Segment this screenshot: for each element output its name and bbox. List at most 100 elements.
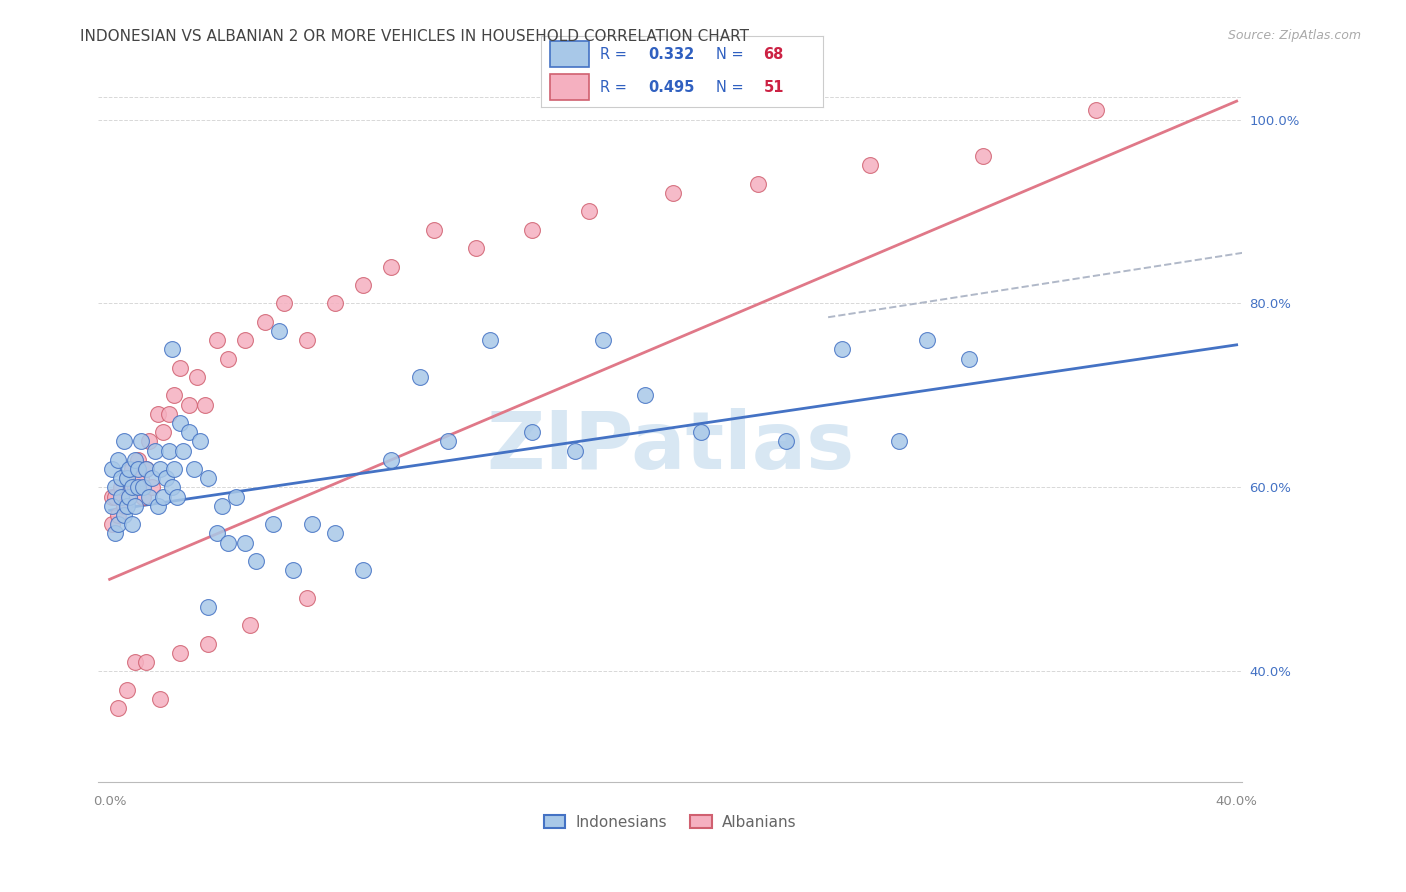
Point: [197, 637, 219, 651]
Point: [522, 425, 544, 440]
Point: [186, 370, 208, 384]
Point: [143, 443, 166, 458]
Point: [253, 315, 276, 329]
Point: [124, 499, 146, 513]
Point: [127, 452, 149, 467]
Point: [115, 682, 138, 697]
Point: [245, 554, 267, 568]
Point: [239, 618, 262, 632]
Point: [124, 480, 146, 494]
Point: [169, 646, 191, 660]
Point: [160, 480, 183, 494]
Point: [422, 223, 444, 237]
Point: [135, 655, 157, 669]
Text: N =: N =: [716, 79, 748, 95]
Point: [233, 535, 256, 549]
Point: [169, 360, 191, 375]
Point: [183, 462, 205, 476]
Point: [127, 480, 149, 494]
Point: [262, 517, 284, 532]
Point: [127, 462, 149, 476]
Point: [352, 563, 374, 577]
Point: [972, 149, 994, 163]
Point: [112, 434, 135, 449]
Point: [101, 490, 124, 504]
Point: [273, 296, 295, 310]
Point: [132, 480, 155, 494]
Point: [217, 351, 239, 366]
Point: [152, 490, 174, 504]
Point: [464, 241, 486, 255]
Text: Source: ZipAtlas.com: Source: ZipAtlas.com: [1227, 29, 1361, 43]
Point: [522, 223, 544, 237]
Point: [169, 416, 191, 430]
Point: [101, 499, 124, 513]
Point: [149, 692, 172, 706]
Point: [166, 490, 188, 504]
Point: [205, 526, 228, 541]
Point: [152, 425, 174, 440]
Point: [141, 480, 163, 494]
Text: 68: 68: [763, 46, 783, 62]
Point: [141, 471, 163, 485]
Point: [352, 278, 374, 293]
Point: [323, 526, 346, 541]
Bar: [550, 41, 589, 67]
Point: [101, 517, 124, 532]
Point: [436, 434, 458, 449]
Point: [295, 591, 318, 605]
Point: [101, 462, 124, 476]
Text: INDONESIAN VS ALBANIAN 2 OR MORE VEHICLES IN HOUSEHOLD CORRELATION CHART: INDONESIAN VS ALBANIAN 2 OR MORE VEHICLE…: [80, 29, 749, 45]
Point: [121, 480, 143, 494]
Point: [225, 490, 247, 504]
Point: [160, 343, 183, 357]
Point: [479, 333, 502, 347]
Point: [104, 490, 127, 504]
Point: [157, 407, 180, 421]
Point: [138, 434, 160, 449]
Point: [323, 296, 346, 310]
Point: [135, 462, 157, 476]
Point: [104, 480, 127, 494]
Point: [915, 333, 938, 347]
Point: [177, 425, 200, 440]
Point: [380, 452, 402, 467]
Point: [172, 443, 194, 458]
Point: [118, 462, 141, 476]
Point: [107, 508, 129, 522]
Point: [129, 471, 152, 485]
Point: [115, 499, 138, 513]
Point: [110, 471, 132, 485]
Point: [138, 490, 160, 504]
Point: [775, 434, 797, 449]
Point: [121, 517, 143, 532]
Point: [112, 508, 135, 522]
Point: [197, 599, 219, 614]
Point: [129, 434, 152, 449]
Point: [662, 186, 685, 200]
Point: [197, 471, 219, 485]
Point: [217, 535, 239, 549]
Point: [163, 462, 186, 476]
Text: N =: N =: [716, 46, 748, 62]
Point: [859, 159, 882, 173]
Point: [149, 462, 172, 476]
Point: [957, 351, 980, 366]
Legend: Indonesians, Albanians: Indonesians, Albanians: [537, 808, 803, 836]
Point: [634, 388, 657, 402]
Text: R =: R =: [600, 46, 631, 62]
Point: [578, 204, 600, 219]
Point: [281, 563, 304, 577]
Point: [267, 324, 290, 338]
Point: [380, 260, 402, 274]
Point: [177, 398, 200, 412]
Point: [194, 398, 217, 412]
Point: [146, 407, 169, 421]
Point: [132, 490, 155, 504]
Point: [295, 333, 318, 347]
Point: [408, 370, 430, 384]
Point: [233, 333, 256, 347]
Point: [887, 434, 910, 449]
Point: [205, 333, 228, 347]
Point: [124, 452, 146, 467]
